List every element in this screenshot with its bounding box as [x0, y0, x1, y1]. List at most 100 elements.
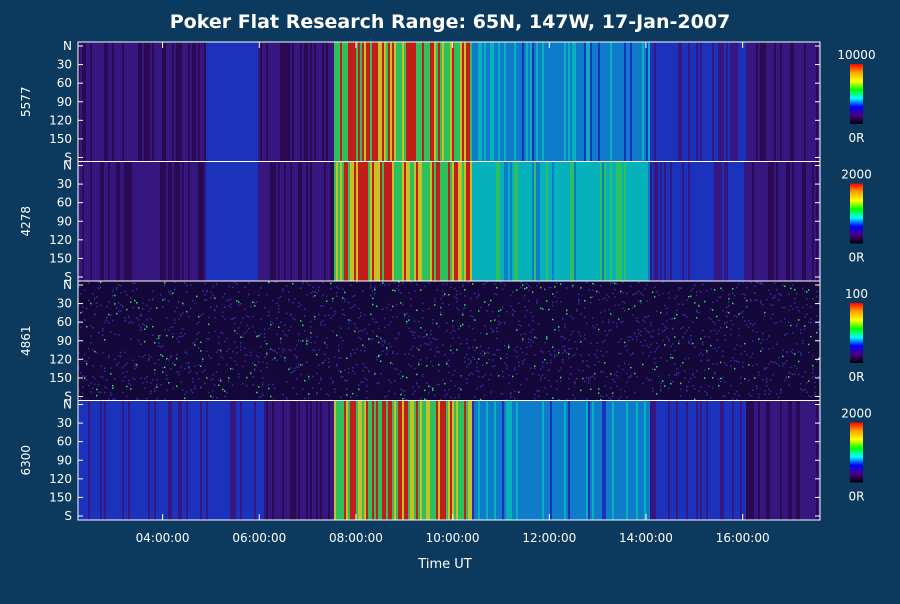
noise-dot — [220, 350, 222, 353]
noise-dot — [290, 367, 292, 369]
noise-dot — [322, 281, 324, 284]
intensity-column — [726, 161, 728, 281]
noise-dot — [90, 391, 92, 393]
noise-dot — [356, 348, 358, 350]
noise-dot — [582, 369, 584, 372]
intensity-column — [380, 42, 382, 162]
intensity-column — [224, 400, 226, 520]
intensity-column — [574, 400, 576, 520]
noise-dot — [458, 308, 460, 311]
intensity-column — [190, 400, 192, 520]
noise-dot — [122, 366, 124, 369]
intensity-column — [506, 400, 508, 520]
noise-dot — [650, 378, 652, 381]
intensity-column — [350, 42, 352, 162]
intensity-column — [278, 400, 280, 520]
intensity-column — [434, 42, 436, 162]
noise-dot — [118, 302, 120, 304]
intensity-column — [124, 42, 126, 162]
intensity-column — [388, 400, 390, 520]
noise-dot — [264, 333, 266, 335]
panel-texture — [78, 400, 820, 520]
noise-dot — [510, 294, 512, 297]
noise-dot — [276, 281, 278, 283]
noise-dot — [484, 394, 486, 396]
noise-dot — [214, 330, 216, 333]
noise-dot — [432, 387, 434, 390]
intensity-column — [286, 400, 288, 520]
x-axis-label: Time UT — [417, 557, 471, 572]
noise-dot — [664, 329, 666, 331]
noise-dot — [736, 398, 738, 401]
intensity-column — [340, 42, 342, 162]
noise-dot — [332, 300, 334, 303]
noise-dot — [762, 338, 764, 341]
noise-dot — [706, 394, 708, 396]
noise-dot — [718, 319, 720, 322]
noise-dot — [602, 321, 604, 323]
intensity-column — [654, 161, 656, 281]
noise-dot — [758, 374, 760, 376]
noise-dot — [182, 312, 184, 314]
intensity-column — [458, 400, 460, 520]
noise-dot — [454, 385, 456, 387]
intensity-column — [84, 161, 86, 281]
intensity-column — [274, 161, 276, 281]
noise-dot — [668, 340, 670, 342]
noise-dot — [152, 378, 154, 381]
intensity-column — [188, 161, 190, 281]
intensity-column — [636, 42, 638, 162]
intensity-column — [800, 400, 802, 520]
noise-dot — [214, 297, 216, 299]
noise-dot — [244, 354, 246, 356]
noise-dot — [398, 284, 400, 287]
noise-dot — [520, 286, 522, 289]
noise-dot — [180, 381, 182, 383]
noise-dot — [194, 385, 196, 387]
noise-dot — [544, 386, 546, 389]
noise-dot — [386, 395, 388, 397]
noise-dot — [92, 327, 94, 329]
intensity-column — [218, 161, 220, 281]
noise-dot — [196, 323, 198, 325]
intensity-column — [742, 42, 744, 162]
intensity-column — [376, 42, 378, 162]
noise-dot — [762, 332, 764, 335]
noise-dot — [494, 365, 496, 367]
noise-dot — [620, 395, 622, 398]
noise-dot — [282, 348, 284, 350]
noise-dot — [526, 309, 528, 312]
noise-dot — [642, 352, 644, 355]
noise-dot — [764, 368, 766, 371]
noise-dot — [390, 309, 392, 311]
noise-dot — [598, 392, 600, 394]
noise-dot — [222, 332, 224, 335]
intensity-column — [508, 161, 510, 281]
intensity-column — [160, 42, 162, 162]
intensity-column — [234, 400, 236, 520]
noise-dot — [230, 303, 232, 305]
intensity-column — [466, 400, 468, 520]
noise-dot — [612, 378, 614, 381]
noise-dot — [680, 287, 682, 289]
noise-dot — [680, 364, 682, 367]
noise-dot — [432, 365, 434, 367]
noise-dot — [338, 350, 340, 352]
intensity-column — [348, 161, 350, 281]
noise-dot — [766, 298, 768, 301]
intensity-column — [100, 400, 102, 520]
noise-dot — [244, 347, 246, 350]
intensity-column — [302, 42, 304, 162]
intensity-column — [526, 42, 528, 162]
noise-dot — [612, 292, 614, 295]
intensity-column — [140, 400, 142, 520]
intensity-column — [222, 161, 224, 281]
noise-dot — [784, 285, 786, 288]
noise-dot — [496, 330, 498, 333]
noise-dot — [374, 288, 376, 291]
intensity-column — [726, 42, 728, 162]
noise-dot — [150, 390, 152, 392]
noise-dot — [178, 371, 180, 373]
intensity-column — [510, 400, 512, 520]
noise-dot — [672, 380, 674, 383]
